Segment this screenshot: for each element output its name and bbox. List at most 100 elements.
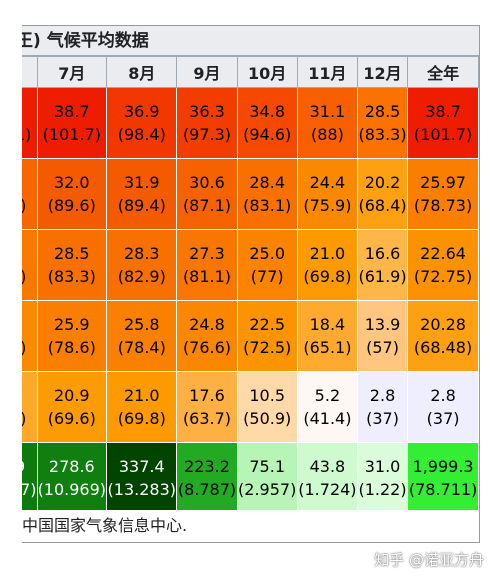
table-cell: 43.8 (1.724) (296, 442, 358, 514)
table-cell: 27.0(80.6) (22, 229, 38, 301)
cell-fahrenheit: (68.4) (358, 196, 407, 215)
cell-value: 21.0 (309, 244, 346, 263)
table-cell: 24.8 (76.6) (176, 300, 238, 372)
table-cell: 223.2 (8.787) (176, 442, 238, 514)
table-cell: 28.5 (83.3) (356, 87, 409, 159)
cell-value: 27.3 (189, 244, 225, 263)
column-header: 12月 (356, 56, 409, 88)
cell-value: 28.5 (364, 102, 401, 121)
table-cell: 2.8 (37) (407, 371, 479, 443)
table-cell: 16.6 (61.9) (356, 229, 409, 301)
table-cell: 17.6 (63.7) (176, 371, 238, 443)
table-cell: 27.3 (81.1) (176, 229, 238, 301)
cell-value: 18.8 (22, 384, 37, 407)
climate-grid: 6月7月8月9月10月11月12月全年 38.4 (101.1) 38.7 (101.… (22, 56, 479, 514)
table-cell: 38.7 (101.7) (36, 87, 108, 159)
cell-fahrenheit: (83.3) (47, 267, 96, 286)
cell-value: 36.9 (123, 102, 160, 121)
cell-fahrenheit: (80.6) (22, 265, 37, 288)
cell-value: 31.9 (123, 173, 160, 192)
cell-fahrenheit: (86.0) (22, 194, 37, 217)
cell-value: 38.7 (425, 102, 461, 121)
cell-value: 24.3 (22, 313, 37, 336)
column-header: 全年 (407, 56, 479, 88)
table-cell: 1,999.3 (78.711) (407, 442, 479, 514)
table-cell: 10.5 (50.9) (236, 371, 298, 443)
cell-fahrenheit: (76.6) (182, 338, 232, 357)
column-header: 6月 (22, 56, 38, 88)
table-cell: 34.8 (94.6) (236, 87, 298, 159)
cell-fahrenheit: (88) (310, 125, 344, 144)
cell-value: 283.9 (22, 455, 37, 478)
climate-table: 6月7月8月9月10月11月12月全年 38.4 (101.1) 38.7 (101.… (22, 56, 479, 514)
table-cell: 32.0 (89.6) (36, 158, 108, 230)
table-cell: 31.9 (89.4) (106, 158, 178, 230)
cell-value: 38.7 (53, 102, 90, 121)
column-header: 11月 (296, 56, 358, 88)
source-text: 来源：中国国家气象信息中心. (22, 516, 188, 535)
cell-value: 21.0 (123, 386, 160, 405)
table-cell: 30.0(86.0) (22, 158, 38, 230)
table-cell: 20.28 (68.48) (407, 300, 479, 372)
column-header: 7月 (36, 56, 108, 88)
cell-fahrenheit: (75.9) (303, 196, 352, 215)
column-header: 10月 (236, 56, 298, 88)
cell-fahrenheit: (72.5) (243, 338, 292, 357)
table-cell: 38.4 (101.1) (22, 87, 38, 159)
cell-fahrenheit: (37) (366, 409, 399, 428)
cell-fahrenheit: (65.1) (303, 338, 352, 357)
cell-value: 20.9 (53, 386, 90, 405)
cell-value: 31.1 (309, 102, 346, 121)
table-cell: 25.8 (78.4) (106, 300, 178, 372)
cell-value: 75.1 (249, 457, 285, 476)
cell-fahrenheit: (68.48) (413, 338, 473, 357)
table-caption-text: 王) 气候平均数据 (22, 31, 149, 51)
table-cell: 24.4 (75.9) (296, 158, 358, 230)
cell-fahrenheit: (89.4) (117, 196, 166, 215)
cell-value: 32.0 (53, 173, 90, 192)
cell-fahrenheit: (61.9) (358, 267, 407, 286)
cell-value: 25.9 (53, 315, 90, 334)
table-cell: 31.1 (88) (296, 87, 358, 159)
table-cell: 278.6 (10.969) (36, 442, 108, 514)
table-row-record-low: 18.8(65.8) 20.9 (69.6) 21.0 (69.8) 17.6 (63.7)… (22, 371, 479, 443)
table-cell: 24.3(75.7) (22, 300, 38, 372)
cell-value: 34.8 (249, 102, 285, 121)
cell-fahrenheit: (8.787) (177, 480, 237, 499)
cell-fahrenheit: (81.1) (182, 267, 232, 286)
cell-fahrenheit: (1.22) (358, 480, 407, 499)
cell-fahrenheit: (87.1) (182, 196, 232, 215)
cell-fahrenheit: (75.7) (22, 336, 37, 359)
cell-fahrenheit: (41.4) (303, 409, 352, 428)
cell-fahrenheit: (65.8) (22, 407, 37, 430)
table-cell: 20.9 (69.6) (36, 371, 108, 443)
table-cell: 18.8(65.8) (22, 371, 38, 443)
cell-fahrenheit: (101.1) (22, 125, 32, 144)
cell-value: 20.28 (420, 315, 466, 334)
cell-value: 22.64 (420, 244, 466, 263)
cell-fahrenheit: (78.73) (413, 196, 473, 215)
cell-fahrenheit: (78.4) (117, 338, 166, 357)
cell-fahrenheit: (10.969) (37, 480, 107, 499)
cell-fahrenheit: (77) (250, 267, 284, 286)
cell-fahrenheit: (69.8) (117, 409, 166, 428)
cell-fahrenheit: (78.711) (408, 480, 478, 499)
table-body: 38.4 (101.1) 38.7 (101.7) 36.9 (98.4) 36.3 (97.… (22, 87, 479, 514)
table-cell: 30.6 (87.1) (176, 158, 238, 230)
cell-fahrenheit: (13.283) (107, 480, 176, 499)
cell-value: 36.3 (189, 102, 225, 121)
cell-fahrenheit: (98.4) (117, 125, 166, 144)
cell-fahrenheit: (72.75) (413, 267, 473, 286)
table-cell: 22.5 (72.5) (236, 300, 298, 372)
table-cell: 283.9 (11.177) (22, 442, 38, 514)
table-caption: 王) 气候平均数据 (22, 26, 479, 56)
table-cell: 36.3 (97.3) (176, 87, 238, 159)
cell-value: 223.2 (184, 457, 230, 476)
cell-value: 13.9 (364, 315, 401, 334)
cell-fahrenheit: (2.957) (238, 480, 297, 499)
cell-value: 28.3 (123, 244, 160, 263)
cell-fahrenheit: (11.177) (22, 480, 37, 499)
table-cell: 28.4 (83.1) (236, 158, 298, 230)
table-cell: 38.7 (101.7) (407, 87, 479, 159)
table-row-mean-max: 30.0(86.0) 32.0 (89.6) 31.9 (89.4) 30.6 (87.1)… (22, 158, 479, 230)
